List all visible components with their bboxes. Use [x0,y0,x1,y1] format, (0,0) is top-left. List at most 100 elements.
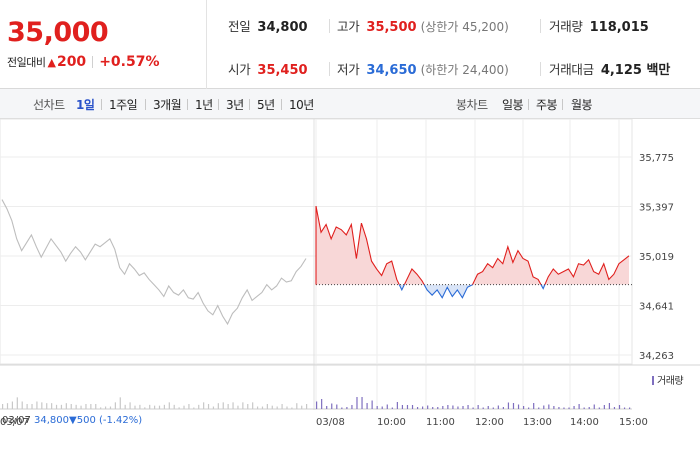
today-volume-bar [553,406,555,409]
tab-1-day[interactable]: 1일 [76,98,95,112]
today-volume-bar [442,406,444,409]
stat-label: 시가 [228,62,251,77]
today-volume-bar [487,406,489,409]
prev-volume-bar [21,401,23,409]
prev-volume-bar [271,405,273,409]
stat-label: 전일 [228,19,251,34]
divider [540,19,541,33]
tab-3-year[interactable]: 3년 [226,98,244,112]
y-tick-label: 34,263 [639,351,674,362]
prev-volume-bar [217,403,219,409]
prev-volume-bar [188,404,190,409]
x-tick-label: 12:00 [475,417,504,428]
prev-volume-bar [163,404,166,409]
prev-volume-bar [198,404,200,409]
today-volume-bar [376,406,378,409]
prev-volume-bar [203,402,205,409]
today-volume-bar [472,407,474,409]
chart-period-toolbar: 선차트 1일 1주일 3개월 1년 3년 5년 10년 봉차트 일봉 주봉 월봉 [0,89,700,119]
today-volume-bar [462,406,464,409]
current-price: 35,000 [7,17,109,48]
today-volume-bar [517,404,520,409]
change-row: 전일대비 ▲ 200 +0.57% [7,54,160,70]
stat-value: 35,500 [366,20,417,35]
up-arrow-icon: ▲ [47,56,56,69]
prev-volume-bar [80,405,82,409]
today-volume-bar [361,397,363,409]
today-volume-bar [391,407,393,409]
stat-value: 34,650 [366,63,417,78]
today-volume-bar [386,404,388,409]
y-tick-label: 34,641 [639,302,674,313]
divider [540,62,541,76]
today-volume-bar [437,407,439,409]
today-volume-bar [538,407,540,409]
tab-1-year[interactable]: 1년 [195,98,213,112]
prev-volume-bar [85,404,87,409]
tab-1-week[interactable]: 1주일 [109,98,138,112]
today-volume-bar [512,403,515,409]
tab-weekly-candle[interactable]: 주봉 [536,98,558,112]
today-volume-bar [482,407,484,409]
stat-label: 거래량 [549,19,583,34]
prev-volume-bar [212,406,215,409]
stat-value: 118,015 [589,20,649,35]
prev-volume-bar [291,407,293,409]
today-volume-bar [467,405,469,409]
prev-volume-bar [173,404,175,409]
prev-volume-bar [296,403,298,409]
prev-volume-bar [207,404,210,409]
prev-day-close: 34,800 [34,415,70,426]
today-volume-bar [603,405,605,409]
prev-volume-bar [242,402,244,409]
tab-divider [101,99,102,110]
prev-volume-bar [129,402,131,409]
stat-open: 시가 35,450 [228,59,308,78]
today-volume-bar [573,406,575,409]
tab-daily-candle[interactable]: 일봉 [502,98,524,112]
today-volume-bar [497,405,499,409]
prev-volume-bar [2,404,4,409]
x-tick-label: 10:00 [377,417,406,428]
stat-amount: 거래대금 4,125 백만 [549,59,670,78]
today-volume-bar [457,406,459,409]
prev-volume-bar [134,405,136,409]
candle-chart-label: 봉차트 [456,98,488,112]
y-tick-label: 35,397 [639,203,674,214]
prev-volume-bar [237,405,239,409]
tab-3-month[interactable]: 3개월 [153,98,182,112]
stat-low: 저가 34,650 (하한가 24,400) [337,59,509,78]
tab-monthly-candle[interactable]: 월봉 [571,98,593,112]
today-volume-bar [351,405,353,409]
line-chart-label: 선차트 [33,98,65,112]
prev-volume-bar [70,404,72,409]
tab-divider [528,99,529,110]
today-volume-bar [623,407,626,409]
prev-volume-bar [124,404,126,409]
y-tick-label: 35,019 [639,252,674,263]
prev-volume-bar [55,404,58,409]
today-volume-bar [416,407,419,409]
today-volume-bar [427,405,429,409]
prev-day-change: 500 [76,415,96,426]
prev-volume-bar [51,403,53,409]
today-volume-bar [618,405,621,409]
tab-10-year[interactable]: 10년 [289,98,314,112]
stat-value: 35,450 [257,63,308,78]
prev-volume-bar [178,407,180,409]
x-tick-label: 03/07 [0,417,29,428]
prev-volume-bar [65,403,67,409]
tab-5-year[interactable]: 5년 [257,98,275,112]
x-tick-label: 11:00 [426,417,455,428]
prev-volume-bar [139,404,141,409]
prev-volume-bar [252,402,254,409]
volume-legend: 거래량 [652,372,684,387]
prev-volume-bar [16,397,18,409]
prev-volume-bar [46,403,48,409]
prev-volume-bar [114,402,116,409]
change-label: 전일대비 [7,56,46,69]
today-volume-bar [558,407,560,409]
today-volume-bar [593,404,595,409]
x-tick-label: 15:00 [619,417,648,428]
